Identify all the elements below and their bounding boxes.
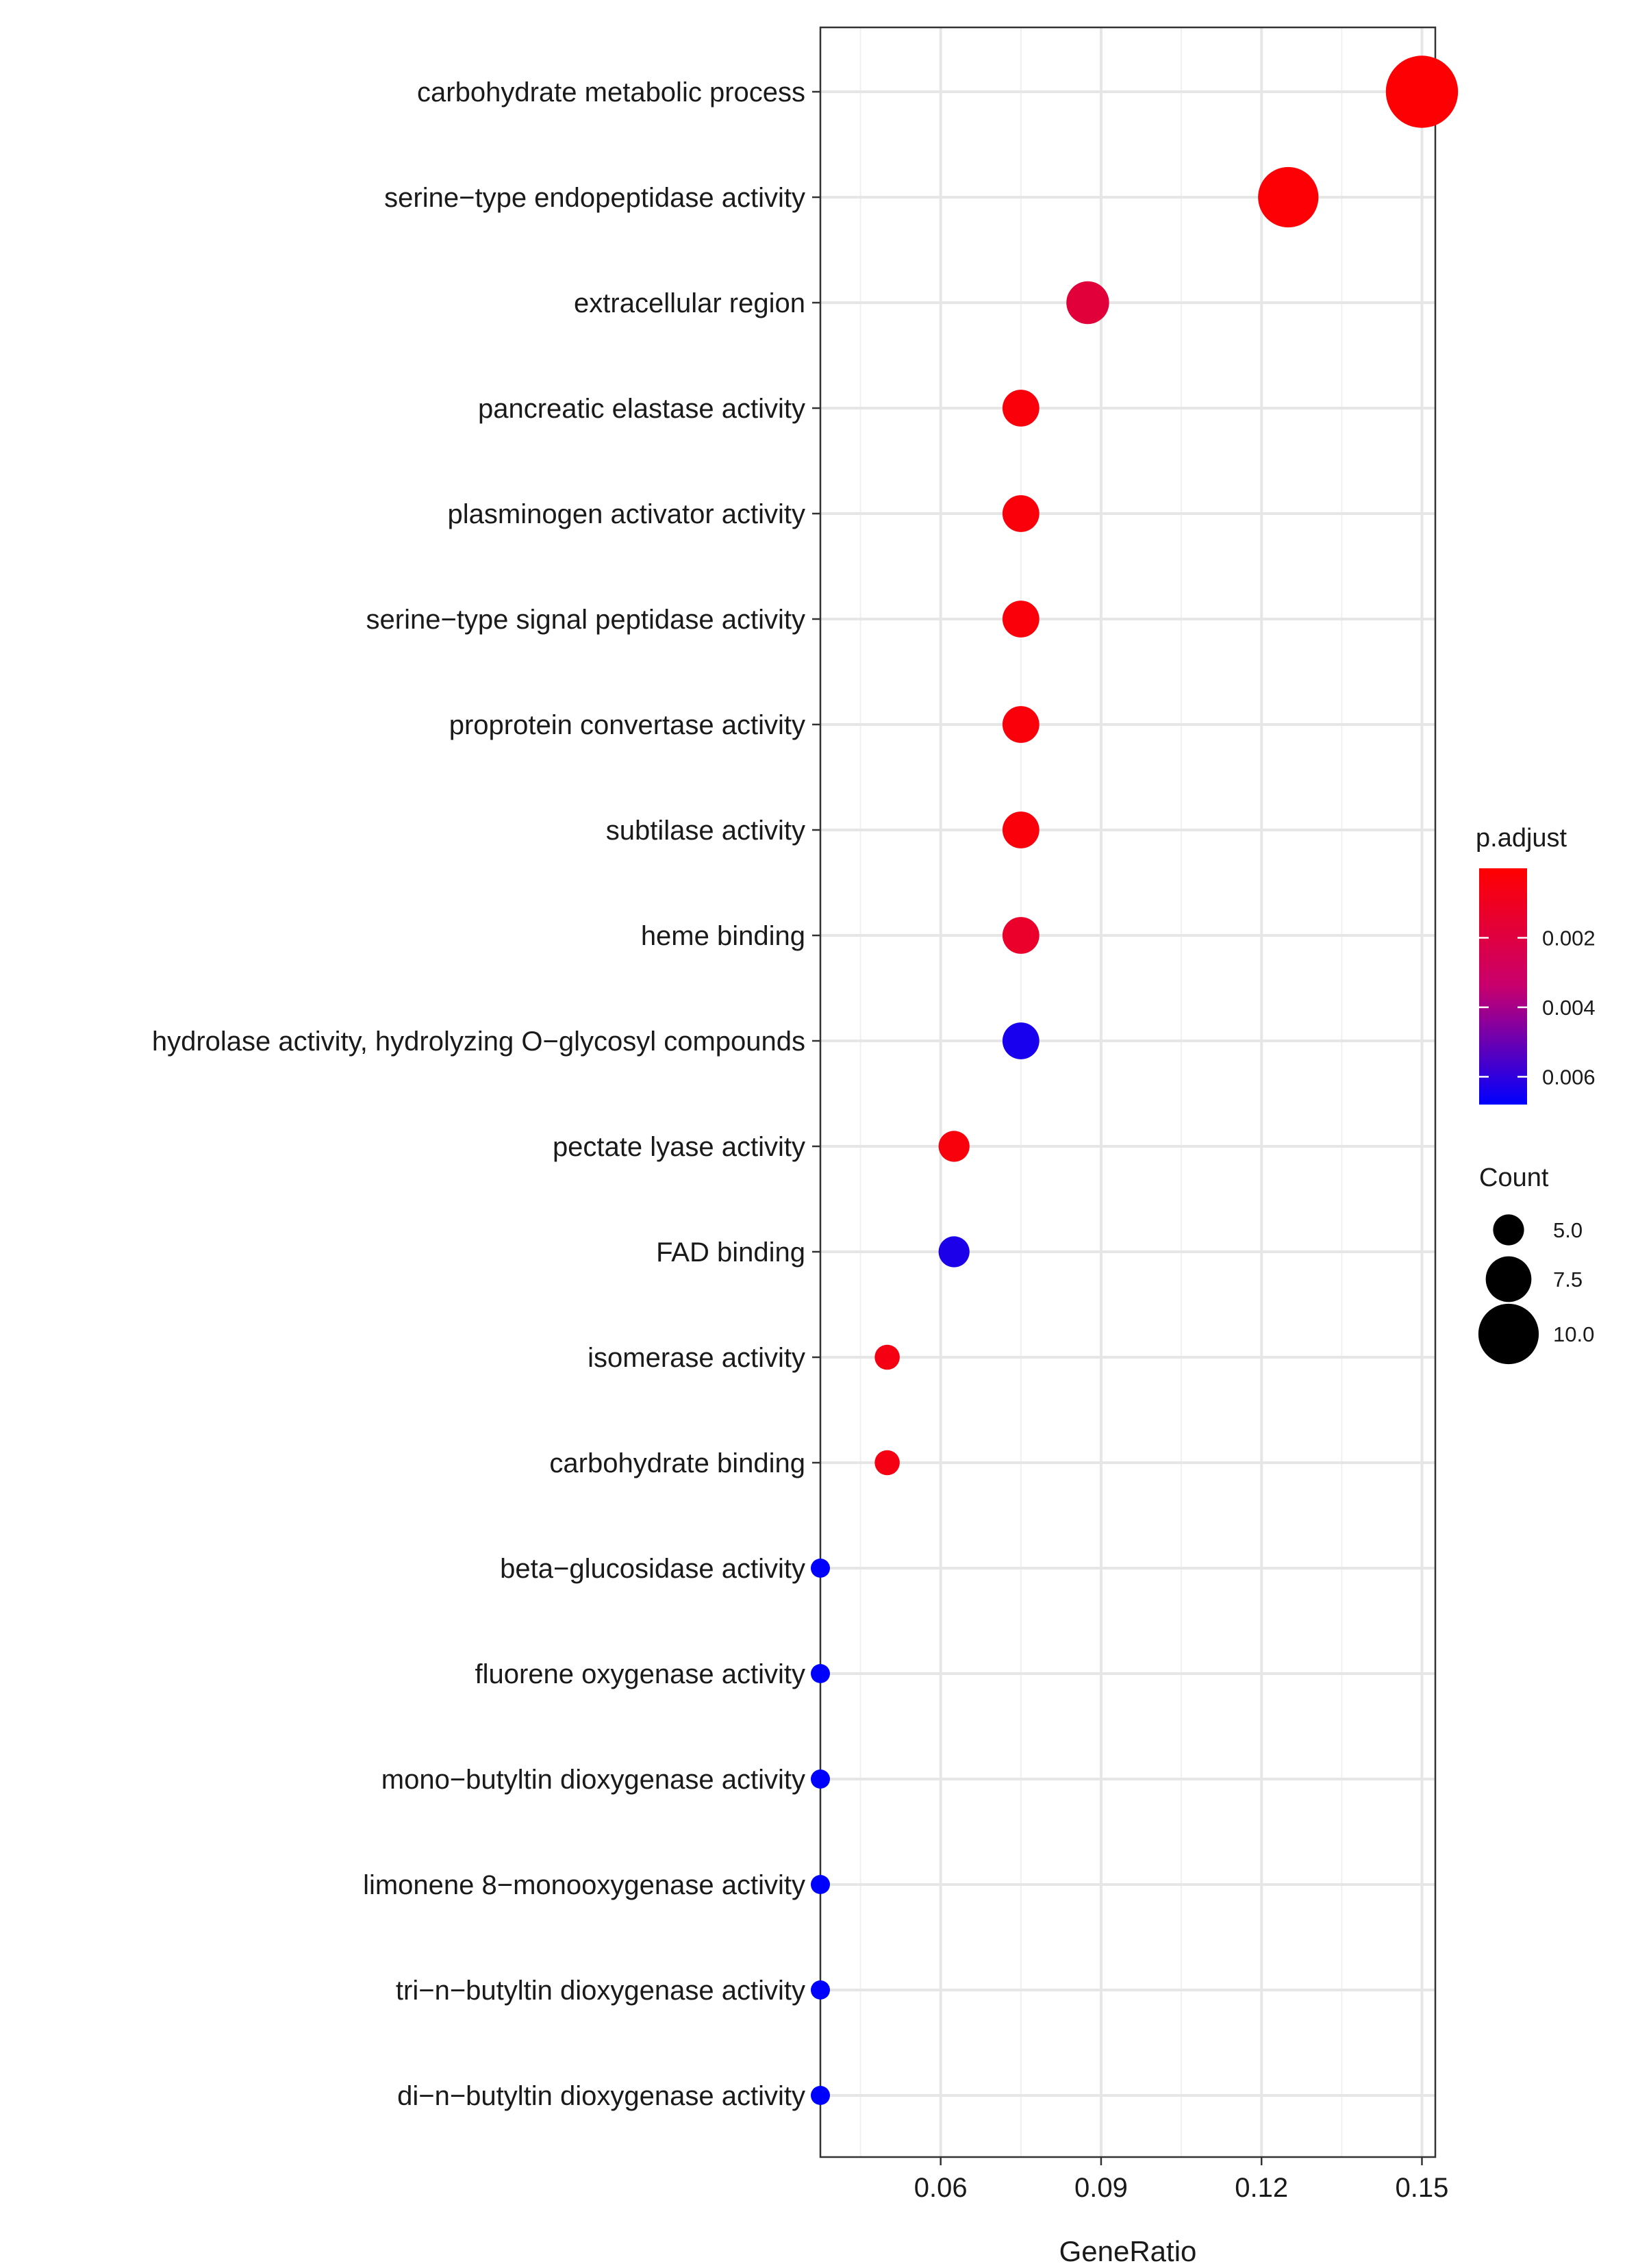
color-legend-bar (1479, 868, 1527, 1105)
color-legend-label: 0.004 (1542, 996, 1596, 1020)
category-label: mono−butyltin dioxygenase activity (381, 1765, 805, 1795)
data-point (811, 1559, 830, 1578)
category-label: extracellular region (574, 288, 805, 318)
data-point (1003, 495, 1040, 532)
category-label: carbohydrate metabolic process (417, 77, 805, 108)
data-point (1003, 706, 1040, 743)
size-legend-label: 7.5 (1553, 1268, 1583, 1292)
data-point (874, 1345, 900, 1370)
size-legend-label: 5.0 (1553, 1218, 1583, 1242)
size-legend-label: 10.0 (1553, 1322, 1594, 1346)
data-point (1258, 167, 1318, 227)
data-point (1003, 811, 1040, 848)
size-legend-point (1486, 1257, 1532, 1302)
category-label: pectate lyase activity (553, 1132, 805, 1162)
dot-plot: carbohydrate metabolic process serine−typ… (0, 0, 1638, 2268)
data-point (1003, 917, 1040, 954)
color-legend-label: 0.002 (1542, 926, 1596, 950)
color-legend-title: p.adjust (1476, 824, 1567, 853)
size-legend: Count 5.0 7.5 10.0 (1478, 1163, 1594, 1364)
data-point (1386, 55, 1458, 127)
y-axis-ticks: carbohydrate metabolic process serine−typ… (152, 77, 820, 2111)
x-axis-title: GeneRatio (1059, 2235, 1197, 2267)
x-tick-label: 0.09 (1074, 2173, 1128, 2203)
data-point (811, 1769, 830, 1789)
size-legend-point (1493, 1214, 1524, 1245)
plot-panel (820, 27, 1435, 2157)
category-label: isomerase activity (588, 1343, 805, 1373)
category-label: plasminogen activator activity (448, 499, 805, 529)
category-label: heme binding (641, 921, 805, 951)
category-label: serine−type signal peptidase activity (366, 605, 805, 635)
category-label: serine−type endopeptidase activity (384, 183, 805, 213)
category-label: subtilase activity (606, 816, 805, 846)
data-point (811, 2086, 830, 2105)
x-tick-label: 0.06 (914, 2173, 968, 2203)
data-point (939, 1131, 970, 1161)
category-label: limonene 8−monooxygenase activity (363, 1870, 805, 1900)
data-point (811, 1875, 830, 1894)
category-label: beta−glucosidase activity (500, 1554, 805, 1584)
data-point (811, 1980, 830, 2000)
data-point (939, 1236, 970, 1267)
category-label: tri−n−butyltin dioxygenase activity (396, 1976, 805, 2006)
color-legend-label: 0.006 (1542, 1065, 1596, 1089)
category-label: FAD binding (656, 1237, 805, 1268)
category-label: proprotein convertase activity (449, 710, 805, 740)
x-tick-label: 0.15 (1396, 2173, 1449, 2203)
category-label: di−n−butyltin dioxygenase activity (397, 2081, 805, 2111)
category-label: pancreatic elastase activity (478, 394, 805, 424)
data-point (874, 1450, 900, 1476)
category-label: carbohydrate binding (549, 1448, 805, 1478)
data-point (1003, 601, 1040, 638)
data-point (1066, 281, 1109, 324)
data-point (1003, 390, 1040, 427)
category-label: hydrolase activity, hydrolyzing O−glycos… (152, 1026, 805, 1057)
color-legend: p.adjust 0.002 0.004 0.006 (1476, 824, 1596, 1105)
data-point (1003, 1022, 1040, 1059)
x-tick-label: 0.12 (1235, 2173, 1288, 2203)
x-axis-ticks: 0.06 0.09 0.12 0.15 (914, 2157, 1449, 2203)
size-legend-title: Count (1479, 1163, 1549, 1192)
size-legend-point (1478, 1304, 1539, 1364)
data-point (811, 1664, 830, 1683)
category-label: fluorene oxygenase activity (475, 1659, 806, 1689)
